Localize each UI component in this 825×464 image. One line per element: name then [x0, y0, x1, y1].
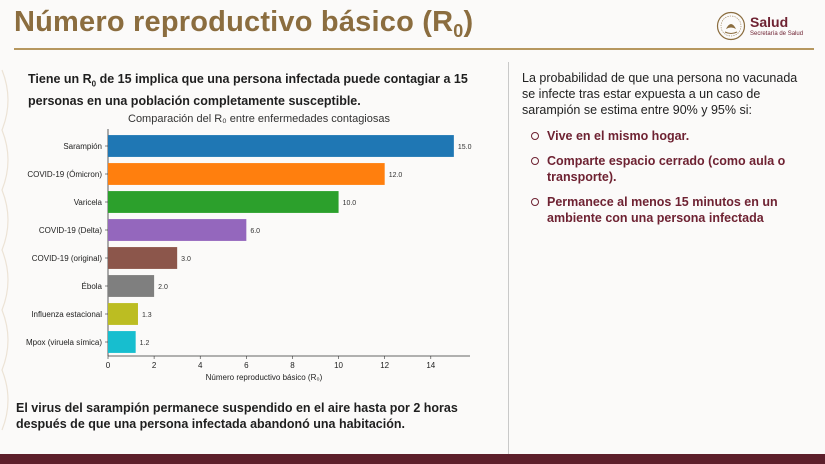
category-label: COVID-19 (original) — [32, 254, 103, 263]
conditions-list: Vive en el mismo hogar. Comparte espacio … — [531, 128, 811, 235]
value-label: 15.0 — [458, 144, 472, 151]
bar-2 — [108, 191, 339, 213]
x-tick-label: 12 — [380, 361, 389, 370]
bar-0 — [108, 135, 454, 157]
title-divider — [14, 48, 814, 50]
bar-3 — [108, 219, 247, 241]
chart-title: Comparación del R₀ entre enfermedades co… — [128, 113, 390, 125]
bar-7 — [108, 331, 136, 353]
national-seal-icon — [716, 11, 746, 41]
x-tick-label: 6 — [244, 361, 249, 370]
category-label: COVID-19 (Ómicron) — [27, 170, 102, 179]
x-tick-label: 14 — [426, 361, 435, 370]
x-tick-label: 4 — [198, 361, 203, 370]
bar-5 — [108, 275, 155, 297]
value-label: 2.0 — [158, 284, 168, 291]
condition-text: Permanece al menos 15 minutos en un ambi… — [547, 195, 778, 225]
lead-statement: Tiene un R0 de 15 implica que una person… — [28, 72, 468, 108]
x-tick-label: 2 — [152, 361, 157, 370]
value-label: 1.2 — [140, 340, 150, 347]
x-tick-label: 8 — [290, 361, 295, 370]
category-label: Ébola — [82, 282, 103, 291]
bullet-circle-icon — [531, 132, 539, 140]
value-label: 12.0 — [389, 172, 403, 179]
probability-intro: La probabilidad de que una persona no va… — [522, 71, 798, 117]
bullet-circle-icon — [531, 198, 539, 206]
condition-text: Vive en el mismo hogar. — [547, 129, 690, 143]
r0-bar-chart: Comparación del R₀ entre enfermedades co… — [26, 113, 472, 382]
x-tick-label: 0 — [106, 361, 111, 370]
value-label: 10.0 — [343, 200, 357, 207]
logo-subtitle: Secretaría de Salud — [750, 31, 804, 37]
condition-item: Permanece al menos 15 minutos en un ambi… — [531, 194, 811, 226]
bar-6 — [108, 303, 138, 325]
airborne-note: El virus del sarampión permanece suspend… — [16, 401, 458, 431]
bullet-circle-icon — [531, 157, 539, 165]
footer-bar — [0, 454, 825, 464]
value-label: 1.3 — [142, 312, 152, 319]
value-label: 6.0 — [250, 228, 260, 235]
page-title: Número reproductivo básico (R0) — [14, 6, 474, 41]
condition-item: Comparte espacio cerrado (como aula o tr… — [531, 153, 811, 185]
lead-subscript: 0 — [91, 79, 97, 89]
title-subscript: 0 — [453, 21, 464, 41]
category-label: COVID-19 (Delta) — [39, 226, 102, 235]
category-label: Varicela — [74, 198, 103, 207]
bar-4 — [108, 247, 178, 269]
category-label: Mpox (viruela símica) — [26, 338, 102, 347]
condition-item: Vive en el mismo hogar. — [531, 128, 811, 144]
logo-name: Salud — [750, 14, 789, 30]
salud-logo: Salud Secretaría de Salud — [716, 11, 816, 45]
category-label: Sarampión — [63, 142, 102, 151]
x-axis-label: Número reproductivo básico (R₀) — [206, 373, 323, 382]
category-label: Influenza estacional — [31, 310, 102, 319]
condition-text: Comparte espacio cerrado (como aula o tr… — [547, 154, 786, 184]
x-tick-label: 10 — [334, 361, 343, 370]
value-label: 3.0 — [181, 256, 191, 263]
side-pattern-decoration — [1, 69, 9, 431]
right-panel: La probabilidad de que una persona no va… — [508, 62, 814, 458]
bar-1 — [108, 163, 385, 185]
